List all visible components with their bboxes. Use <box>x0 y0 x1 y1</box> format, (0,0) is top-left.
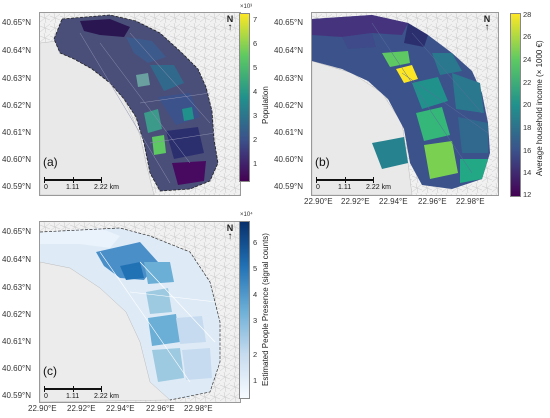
x-tick: 22.96°E <box>146 404 175 413</box>
x-tick: 22.98°E <box>456 197 485 206</box>
y-tick: 40.64°N <box>2 255 31 264</box>
x-tick: 22.98°E <box>184 404 213 413</box>
colorbar-tick: 1 <box>253 376 258 385</box>
scale-bar: 0 1.11 2.22 km <box>44 386 119 400</box>
y-tick: 40.64°N <box>2 46 31 55</box>
colorbar-tick: 4 <box>253 290 258 299</box>
y-tick: 40.61°N <box>2 337 31 346</box>
x-tick: 22.92°E <box>67 404 96 413</box>
colorbar-c <box>239 221 250 399</box>
colorbar-tick: 18 <box>523 123 532 132</box>
panel-label-b: (b) <box>315 155 330 169</box>
y-tick: 40.60°N <box>274 155 303 164</box>
colorbar-tick: 3 <box>253 111 258 120</box>
colorbar-multiplier: ×10⁴ <box>240 212 253 218</box>
map-c[interactable]: (c) N ↑ 0 1.11 2.22 km <box>39 221 241 403</box>
colorbar-tick: 26 <box>523 32 532 41</box>
colorbar-tick: 6 <box>253 238 258 247</box>
y-tick: 40.65°N <box>274 18 303 27</box>
north-arrow-icon: N ↑ <box>226 223 234 242</box>
colorbar-title: Average household income (× 1000 €) <box>535 40 544 176</box>
colorbar-tick: 12 <box>523 190 532 199</box>
scale-bar: 0 1.11 2.22 km <box>44 177 119 191</box>
colorbar-tick: 5 <box>253 264 258 273</box>
x-tick: 22.90°E <box>304 197 333 206</box>
colorbar-tick: 20 <box>523 100 532 109</box>
colorbar-tick: 3 <box>253 316 258 325</box>
colorbar-title: Estimated People Presence (signal counts… <box>261 233 270 386</box>
colorbar-tick: 5 <box>253 63 258 72</box>
colorbar-tick: 14 <box>523 168 532 177</box>
scale-bar: 0 1.11 2.22 km <box>316 177 391 191</box>
colorbar-tick: 2 <box>253 135 258 144</box>
colorbar-multiplier: ×10³ <box>240 4 253 10</box>
colorbar-tick: 28 <box>523 10 532 19</box>
x-tick: 22.92°E <box>341 197 370 206</box>
map-c-canvas <box>40 222 240 402</box>
y-tick: 40.60°N <box>2 364 31 373</box>
x-tick: 22.94°E <box>106 404 135 413</box>
panel-label-a: (a) <box>43 155 58 169</box>
colorbar-tick: 24 <box>523 55 532 64</box>
y-tick: 40.65°N <box>2 227 31 236</box>
colorbar-a <box>239 13 250 182</box>
panel-label-c: (c) <box>43 364 57 378</box>
y-tick: 40.65°N <box>2 18 31 27</box>
y-tick: 40.62°N <box>2 310 31 319</box>
colorbar-tick: 4 <box>253 87 258 96</box>
map-a[interactable]: (a) N ↑ 0 1.11 2.22 km <box>39 12 241 196</box>
y-tick: 40.64°N <box>274 46 303 55</box>
colorbar-tick: 2 <box>253 350 258 359</box>
y-tick: 40.62°N <box>2 101 31 110</box>
y-tick: 40.61°N <box>274 128 303 137</box>
y-tick: 40.63°N <box>2 74 31 83</box>
colorbar-tick: 7 <box>253 15 258 24</box>
map-b-canvas <box>312 13 498 195</box>
colorbar-tick: 22 <box>523 78 532 87</box>
x-tick: 22.90°E <box>28 404 57 413</box>
map-b[interactable]: (b) N ↑ 0 1.11 2.22 km <box>311 12 499 196</box>
colorbar-b <box>510 13 521 197</box>
colorbar-tick: 1 <box>253 159 258 168</box>
x-tick: 22.94°E <box>379 197 408 206</box>
x-tick: 22.96°E <box>418 197 447 206</box>
y-tick: 40.61°N <box>2 128 31 137</box>
north-arrow-icon: N ↑ <box>483 14 491 33</box>
y-tick: 40.59°N <box>274 182 303 191</box>
y-tick: 40.59°N <box>2 182 31 191</box>
y-tick: 40.62°N <box>274 101 303 110</box>
y-tick: 40.60°N <box>2 155 31 164</box>
colorbar-tick: 16 <box>523 146 532 155</box>
colorbar-title: Population <box>261 86 270 124</box>
y-tick: 40.63°N <box>274 74 303 83</box>
y-tick: 40.59°N <box>2 391 31 400</box>
north-arrow-icon: N ↑ <box>226 14 234 33</box>
y-tick: 40.63°N <box>2 283 31 292</box>
map-a-canvas <box>40 13 240 195</box>
colorbar-tick: 6 <box>253 39 258 48</box>
